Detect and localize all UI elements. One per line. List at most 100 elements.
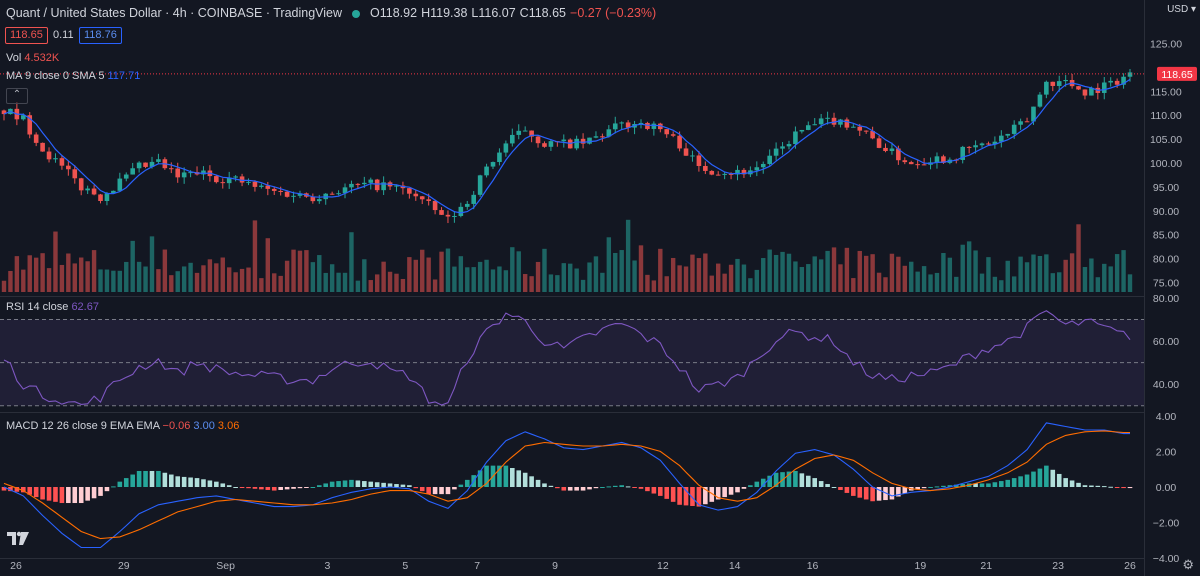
volume-bar <box>966 241 972 292</box>
candle <box>1031 106 1036 122</box>
candle <box>349 183 354 188</box>
candle <box>123 174 129 179</box>
macd-histogram-bar <box>657 487 663 496</box>
candle <box>580 138 586 144</box>
candle <box>979 143 985 146</box>
macd-histogram-bar <box>349 479 354 487</box>
ma-label: MA 9 close 0 SMA 5 <box>6 70 105 82</box>
volume-bar <box>812 256 817 292</box>
macd-histogram-bar <box>439 487 444 495</box>
volume-bar <box>529 276 534 292</box>
candle <box>812 124 818 126</box>
candle <box>78 178 84 191</box>
macd-histogram-bar <box>1114 487 1120 488</box>
candle <box>85 188 90 191</box>
macd-histogram-bar <box>252 487 258 489</box>
volume-bar <box>992 276 998 292</box>
candle <box>889 148 895 152</box>
macd-histogram-bar <box>1024 474 1030 487</box>
volume-bar <box>304 250 309 292</box>
time-tick-label: 29 <box>118 560 130 572</box>
candle <box>696 155 702 166</box>
volume-bar <box>1082 267 1088 292</box>
volume-bar <box>921 266 927 292</box>
macd-histogram-bar <box>690 487 695 506</box>
buy-price-box[interactable]: 118.76 <box>79 27 122 44</box>
candle <box>722 173 727 175</box>
macd-histogram-bar <box>323 483 329 487</box>
macd-histogram-bar <box>316 485 322 487</box>
macd-histogram-bar <box>310 487 316 488</box>
macd-histogram-bar <box>947 485 953 487</box>
macd-histogram-bar <box>278 487 283 490</box>
volume-bar <box>510 247 515 292</box>
rsi-label: RSI 14 close <box>6 301 69 313</box>
macd-histogram-bar <box>851 487 856 496</box>
currency-selector[interactable]: USD ▾ <box>1167 4 1196 15</box>
volume-bar <box>574 268 579 292</box>
market-status-icon <box>352 9 361 18</box>
candle <box>149 161 155 167</box>
macd-histogram-bar <box>201 479 206 487</box>
macd-legend: MACD 12 26 close 9 EMA EMA −0.06 3.00 3.… <box>6 420 239 432</box>
macd-histogram-bar <box>999 481 1004 487</box>
candle <box>362 182 367 185</box>
candle <box>786 144 792 147</box>
volume-bar <box>1095 277 1101 292</box>
volume-bar <box>1018 256 1023 292</box>
volume-bar <box>516 251 521 292</box>
volume-bar <box>1121 250 1126 292</box>
volume-bar <box>426 257 431 292</box>
macd-histogram-bar <box>400 484 406 487</box>
macd-histogram-bar <box>986 483 991 487</box>
macd-histogram-bar <box>85 487 90 501</box>
candle <box>818 118 824 125</box>
macd-histogram-bar <box>567 487 573 491</box>
volume-bar <box>227 267 232 292</box>
candle <box>625 122 631 128</box>
macd-histogram-bar <box>33 487 39 498</box>
settings-gear-icon[interactable]: ⚙ <box>1182 557 1194 572</box>
macd-line <box>3 422 1130 549</box>
macd-histogram-bar <box>812 478 818 487</box>
macd-histogram-bar <box>1031 471 1036 487</box>
macd-histogram-bar <box>915 487 920 490</box>
volume-bar <box>1114 254 1120 292</box>
candle <box>27 115 33 135</box>
macd-histogram-bar <box>561 487 567 491</box>
volume-bar <box>400 278 406 292</box>
macd-histogram-bar <box>464 479 470 487</box>
macd-histogram-bar <box>896 487 901 497</box>
candle <box>419 196 425 200</box>
rsi-tick-label: 40.00 <box>1153 379 1179 391</box>
ma-line <box>3 78 1131 214</box>
macd-histogram-bar <box>1108 486 1113 488</box>
macd-histogram-bar <box>587 487 592 490</box>
collapse-legend-icon[interactable]: ⌃ <box>6 88 28 104</box>
price-tick-label: 110.00 <box>1150 110 1181 122</box>
volume-bar <box>670 257 676 292</box>
spread-value: 0.11 <box>53 29 74 41</box>
price-tick-label: 75.00 <box>1153 277 1179 289</box>
volume-bar <box>8 270 13 292</box>
tradingview-logo-icon[interactable] <box>6 528 30 548</box>
candle <box>986 143 991 145</box>
volume-bar <box>806 264 811 292</box>
sell-price-box[interactable]: 118.65 <box>5 27 48 44</box>
macd-histogram-bar <box>645 487 650 492</box>
candle <box>773 148 779 156</box>
macd-histogram-bar <box>336 481 341 487</box>
macd-histogram-bar <box>117 481 123 487</box>
volume-bar <box>484 259 489 292</box>
macd-histogram-bar <box>510 468 515 487</box>
candle <box>831 117 837 125</box>
candle <box>188 172 193 174</box>
candle <box>175 168 181 178</box>
candle <box>310 196 316 202</box>
macd-histogram-bar <box>233 487 238 488</box>
candle <box>329 193 335 195</box>
candle <box>239 176 245 183</box>
macd-histogram-bar <box>902 487 908 494</box>
volume-bar <box>857 250 862 292</box>
